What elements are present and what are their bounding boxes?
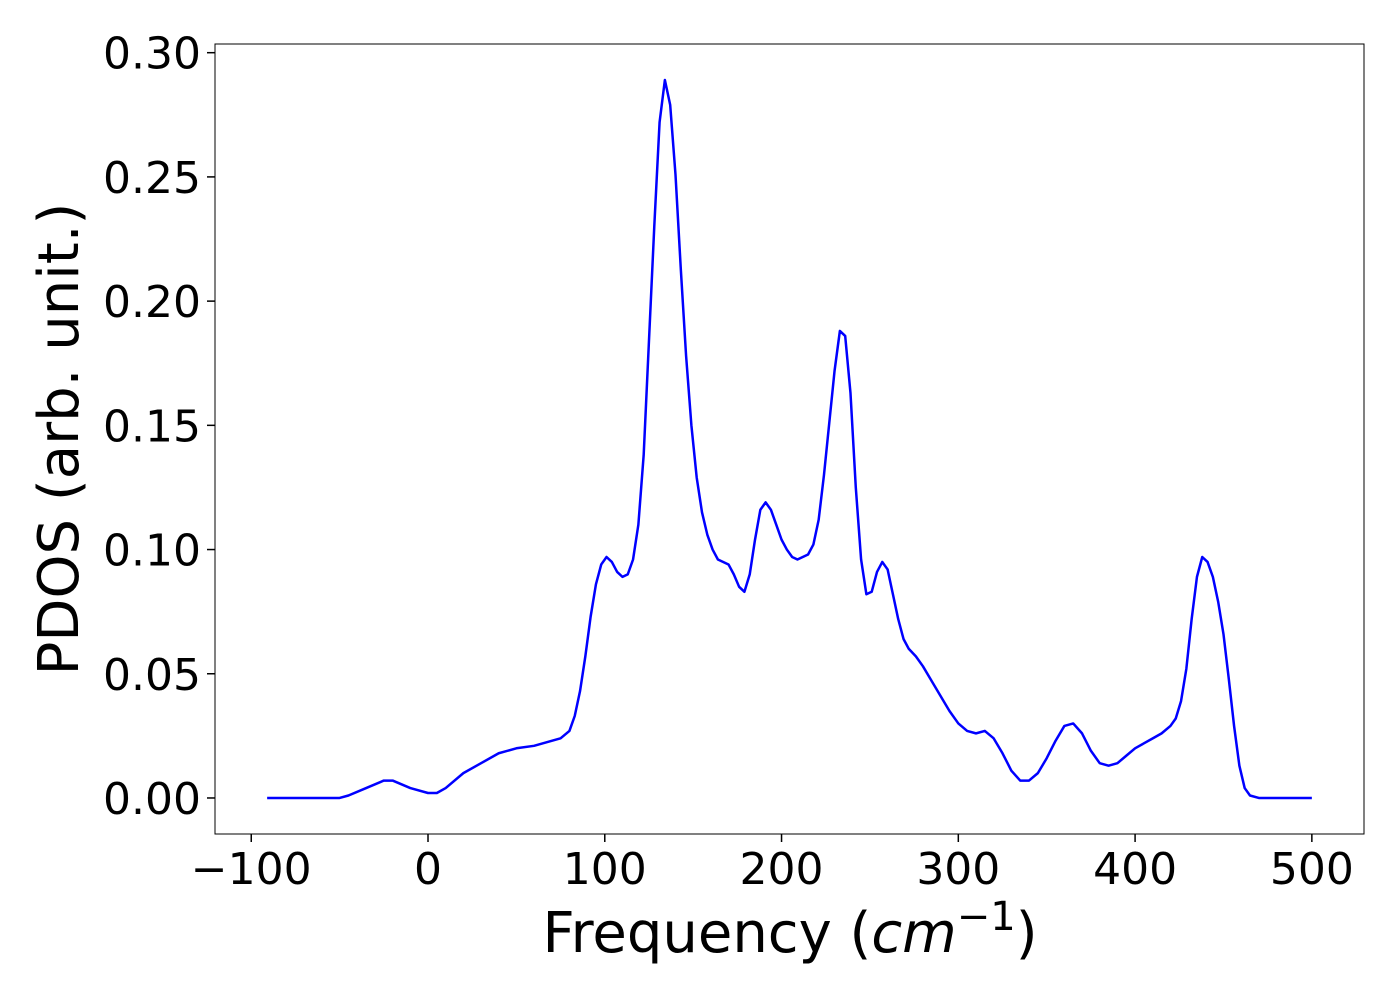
x-tick-label: 500 [1270, 844, 1354, 895]
y-tick-label: 0.15 [103, 401, 201, 452]
y-tick-label: 0.00 [103, 774, 201, 825]
y-tick-label: 0.25 [103, 153, 201, 204]
plot-frame [214, 43, 1365, 835]
x-axis-label: Frequency (cm−1) [542, 894, 1037, 966]
x-label-unit: cm [871, 901, 956, 966]
x-tick-label: 400 [1093, 844, 1177, 895]
y-tick-label: 0.30 [103, 29, 201, 80]
x-tick-label: −100 [191, 844, 312, 895]
y-tick-label: 0.05 [103, 650, 201, 701]
x-tick-label: 0 [414, 844, 442, 895]
y-tick-label: 0.20 [103, 277, 201, 328]
y-tick-label: 0.10 [103, 526, 201, 577]
x-label-close: ) [1016, 901, 1038, 966]
x-label-exponent: −1 [957, 894, 1016, 940]
x-tick-label: 200 [740, 844, 824, 895]
y-axis-label: PDOS (arb. unit.) [27, 203, 92, 676]
x-tick-label: 300 [916, 844, 1000, 895]
data-line [267, 78, 1312, 800]
x-tick-label: 100 [563, 844, 647, 895]
x-label-text: Frequency ( [542, 901, 871, 966]
